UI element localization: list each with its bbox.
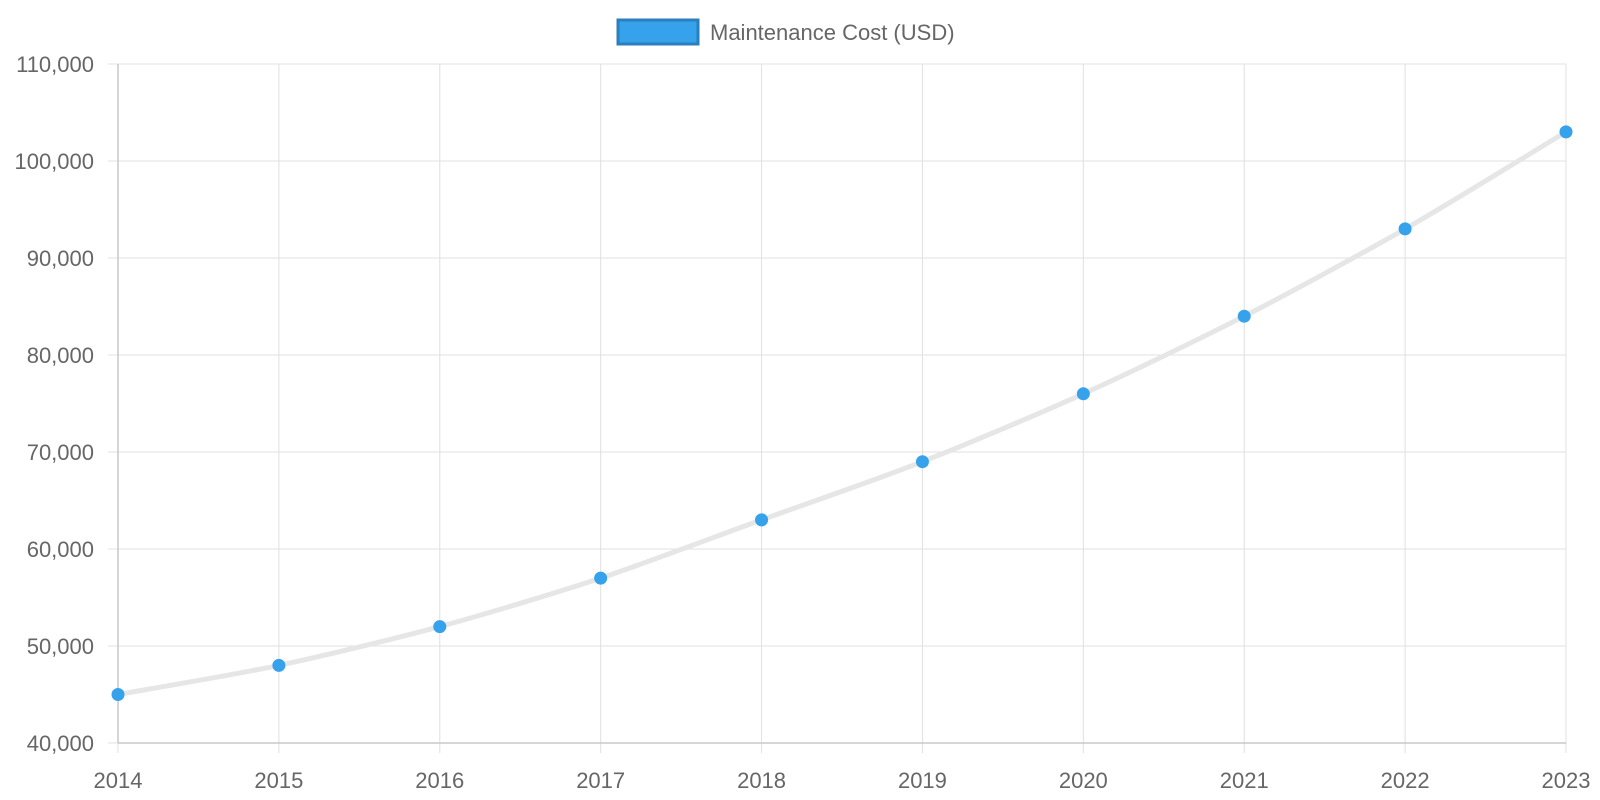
legend-label[interactable]: Maintenance Cost (USD): [710, 20, 955, 45]
data-point: [1076, 387, 1090, 401]
data-point: [1398, 222, 1412, 236]
legend-swatch[interactable]: [616, 18, 700, 46]
legend[interactable]: Maintenance Cost (USD): [616, 18, 955, 46]
y-tick-label: 80,000: [27, 343, 94, 368]
y-tick-label: 70,000: [27, 440, 94, 465]
series-layer: [111, 125, 1573, 701]
x-tick-label: 2016: [415, 768, 464, 793]
x-tick-label: 2021: [1220, 768, 1269, 793]
data-point: [272, 658, 286, 672]
y-tick-label: 60,000: [27, 537, 94, 562]
x-tick-labels: 2014 2015 2016 2017 2018 2019 2020 2021 2022 2023: [94, 768, 1591, 793]
grid-layer: [108, 63, 1567, 753]
x-tick-label: 2014: [94, 768, 143, 793]
data-point: [915, 455, 929, 469]
y-tick-label: 90,000: [27, 246, 94, 271]
data-point: [594, 571, 608, 585]
y-tick-labels: 40,000 50,000 60,000 70,000 80,000 90,000 100,…: [14, 52, 94, 756]
y-tick-label: 50,000: [27, 634, 94, 659]
x-tick-label: 2023: [1542, 768, 1591, 793]
x-tick-label: 2020: [1059, 768, 1108, 793]
data-point: [1237, 309, 1251, 323]
data-point: [111, 688, 125, 701]
axis-layer: [117, 64, 1566, 744]
y-tick-label: 40,000: [27, 731, 94, 756]
data-point: [433, 620, 447, 634]
x-tick-label: 2018: [737, 768, 786, 793]
y-tick-label: 110,000: [16, 52, 94, 77]
data-point: [755, 513, 769, 527]
x-tick-label: 2022: [1381, 768, 1430, 793]
x-tick-label: 2017: [576, 768, 625, 793]
x-tick-label: 2019: [898, 768, 947, 793]
data-point: [1559, 125, 1573, 139]
y-tick-label: 100,000: [14, 149, 94, 174]
x-tick-label: 2015: [254, 768, 303, 793]
series-line: [115, 129, 1569, 697]
